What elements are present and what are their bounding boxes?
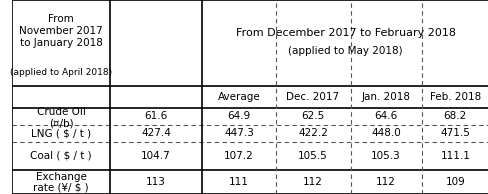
Text: (applied to May 2018): (applied to May 2018)	[288, 46, 402, 56]
Text: 447.3: 447.3	[224, 128, 253, 138]
Text: LNG ( $ / t ): LNG ( $ / t )	[31, 128, 91, 138]
Text: 64.9: 64.9	[227, 111, 250, 121]
Text: 113: 113	[146, 177, 166, 187]
Text: Exchange: Exchange	[36, 172, 86, 182]
Text: 61.6: 61.6	[144, 111, 167, 121]
Text: 112: 112	[375, 177, 395, 187]
Text: Average: Average	[217, 92, 260, 102]
Text: 111.1: 111.1	[440, 151, 469, 161]
Text: Crude Oil: Crude Oil	[37, 107, 85, 117]
Text: 68.2: 68.2	[443, 111, 466, 121]
Text: (applied to April 2018): (applied to April 2018)	[10, 68, 112, 77]
Text: rate (¥/ $ ): rate (¥/ $ )	[33, 183, 89, 193]
Text: 109: 109	[445, 177, 464, 187]
Text: Coal ( $ / t ): Coal ( $ / t )	[30, 151, 92, 161]
Text: 64.6: 64.6	[374, 111, 397, 121]
Text: 471.5: 471.5	[440, 128, 469, 138]
Text: From December 2017 to February 2018: From December 2017 to February 2018	[235, 28, 455, 38]
Text: 427.4: 427.4	[141, 128, 171, 138]
Text: 105.3: 105.3	[370, 151, 400, 161]
Text: 111: 111	[228, 177, 248, 187]
Text: Feb. 2018: Feb. 2018	[429, 92, 480, 102]
Text: 62.5: 62.5	[301, 111, 324, 121]
Text: 107.2: 107.2	[224, 151, 253, 161]
Text: Dec. 2017: Dec. 2017	[286, 92, 339, 102]
Text: 112: 112	[303, 177, 322, 187]
Text: 448.0: 448.0	[370, 128, 400, 138]
Text: 422.2: 422.2	[298, 128, 327, 138]
Text: 104.7: 104.7	[141, 151, 171, 161]
Text: 105.5: 105.5	[298, 151, 327, 161]
Text: Jan. 2018: Jan. 2018	[361, 92, 410, 102]
Text: (¤/b): (¤/b)	[49, 118, 73, 128]
Text: From
November 2017
to January 2018: From November 2017 to January 2018	[19, 14, 102, 48]
